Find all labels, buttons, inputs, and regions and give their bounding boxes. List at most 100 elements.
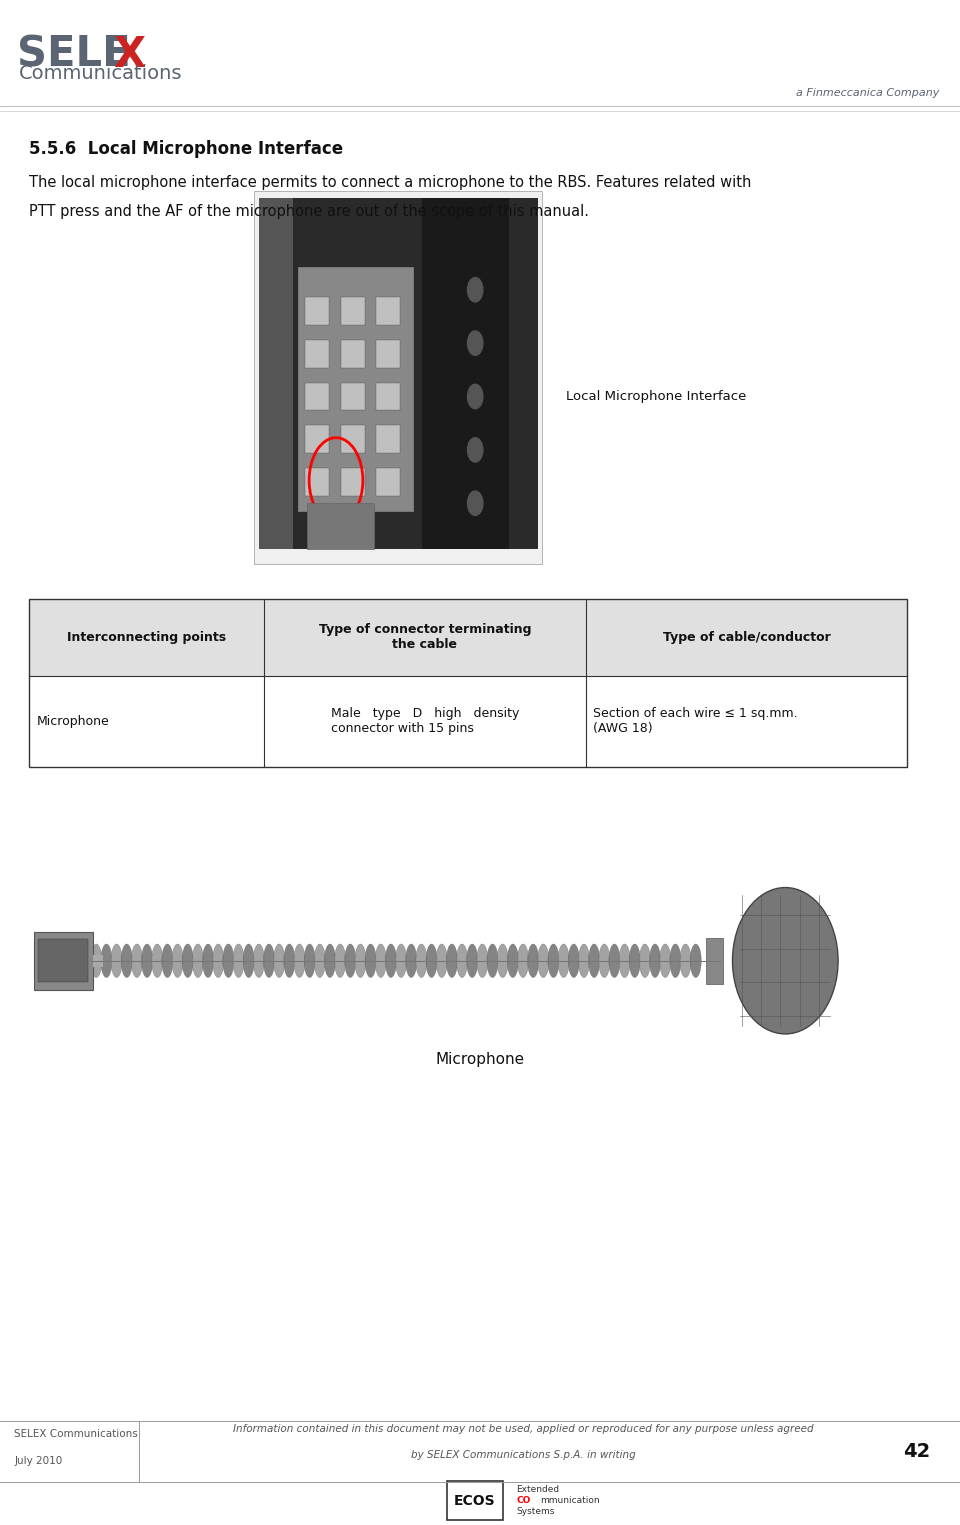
Ellipse shape bbox=[578, 944, 589, 978]
Text: SELEX Communications: SELEX Communications bbox=[14, 1429, 138, 1440]
FancyBboxPatch shape bbox=[341, 425, 365, 453]
Ellipse shape bbox=[121, 944, 132, 978]
Text: X: X bbox=[113, 34, 145, 76]
Ellipse shape bbox=[212, 944, 224, 978]
Ellipse shape bbox=[162, 944, 173, 978]
Ellipse shape bbox=[538, 944, 549, 978]
FancyBboxPatch shape bbox=[305, 383, 329, 410]
FancyBboxPatch shape bbox=[254, 191, 542, 564]
Text: Microphone: Microphone bbox=[36, 715, 109, 727]
Ellipse shape bbox=[650, 944, 660, 978]
Ellipse shape bbox=[609, 944, 620, 978]
FancyBboxPatch shape bbox=[376, 425, 400, 453]
Ellipse shape bbox=[680, 944, 691, 978]
Ellipse shape bbox=[456, 944, 468, 978]
Ellipse shape bbox=[660, 944, 671, 978]
Text: Local Microphone Interface: Local Microphone Interface bbox=[566, 389, 747, 403]
FancyBboxPatch shape bbox=[259, 198, 293, 549]
Ellipse shape bbox=[101, 944, 112, 978]
Ellipse shape bbox=[141, 944, 153, 978]
FancyBboxPatch shape bbox=[38, 939, 88, 982]
Ellipse shape bbox=[132, 944, 142, 978]
FancyBboxPatch shape bbox=[376, 297, 400, 325]
Ellipse shape bbox=[203, 944, 214, 978]
Ellipse shape bbox=[365, 944, 376, 978]
FancyBboxPatch shape bbox=[305, 297, 329, 325]
Ellipse shape bbox=[355, 944, 366, 978]
Ellipse shape bbox=[284, 944, 295, 978]
Ellipse shape bbox=[528, 944, 539, 978]
Text: by SELEX Communications S.p.A. in writing: by SELEX Communications S.p.A. in writin… bbox=[411, 1450, 636, 1461]
Text: 5.5.6  Local Microphone Interface: 5.5.6 Local Microphone Interface bbox=[29, 140, 343, 159]
Text: July 2010: July 2010 bbox=[14, 1456, 62, 1467]
Text: Type of connector terminating
the cable: Type of connector terminating the cable bbox=[319, 624, 531, 651]
Ellipse shape bbox=[629, 944, 640, 978]
FancyBboxPatch shape bbox=[376, 340, 400, 368]
Ellipse shape bbox=[294, 944, 305, 978]
Ellipse shape bbox=[385, 944, 396, 978]
Ellipse shape bbox=[243, 944, 254, 978]
Ellipse shape bbox=[487, 944, 498, 978]
Text: Section of each wire ≤ 1 sq.mm.
(AWG 18): Section of each wire ≤ 1 sq.mm. (AWG 18) bbox=[593, 708, 798, 735]
Ellipse shape bbox=[588, 944, 600, 978]
Text: a Finmeccanica Company: a Finmeccanica Company bbox=[796, 88, 939, 99]
Ellipse shape bbox=[670, 944, 681, 978]
FancyBboxPatch shape bbox=[29, 599, 907, 676]
Ellipse shape bbox=[406, 944, 417, 978]
Circle shape bbox=[468, 438, 483, 462]
Text: Type of cable/conductor: Type of cable/conductor bbox=[662, 631, 830, 644]
FancyBboxPatch shape bbox=[706, 938, 723, 984]
Ellipse shape bbox=[111, 944, 122, 978]
Ellipse shape bbox=[436, 944, 447, 978]
FancyBboxPatch shape bbox=[376, 468, 400, 496]
Text: Interconnecting points: Interconnecting points bbox=[67, 631, 226, 644]
Ellipse shape bbox=[334, 944, 346, 978]
Text: mmunication: mmunication bbox=[540, 1496, 600, 1505]
Ellipse shape bbox=[558, 944, 569, 978]
FancyBboxPatch shape bbox=[305, 425, 329, 453]
FancyBboxPatch shape bbox=[447, 1481, 503, 1520]
FancyBboxPatch shape bbox=[341, 340, 365, 368]
Text: The local microphone interface permits to connect a microphone to the RBS. Featu: The local microphone interface permits t… bbox=[29, 175, 751, 191]
FancyBboxPatch shape bbox=[376, 383, 400, 410]
Ellipse shape bbox=[396, 944, 407, 978]
Text: Communications: Communications bbox=[19, 64, 182, 82]
Ellipse shape bbox=[314, 944, 325, 978]
Ellipse shape bbox=[507, 944, 518, 978]
Text: Information contained in this document may not be used, applied or reproduced fo: Information contained in this document m… bbox=[233, 1424, 813, 1435]
Ellipse shape bbox=[233, 944, 244, 978]
Ellipse shape bbox=[497, 944, 508, 978]
Ellipse shape bbox=[568, 944, 580, 978]
Ellipse shape bbox=[223, 944, 234, 978]
Ellipse shape bbox=[263, 944, 275, 978]
Text: CO: CO bbox=[516, 1496, 531, 1505]
Text: 42: 42 bbox=[903, 1443, 930, 1461]
Text: Systems: Systems bbox=[516, 1507, 555, 1516]
Ellipse shape bbox=[517, 944, 529, 978]
FancyBboxPatch shape bbox=[341, 297, 365, 325]
Ellipse shape bbox=[619, 944, 630, 978]
Ellipse shape bbox=[467, 944, 478, 978]
Text: Microphone: Microphone bbox=[436, 1052, 524, 1068]
Text: Male   type   D   high   density
connector with 15 pins: Male type D high density connector with … bbox=[330, 708, 519, 735]
Ellipse shape bbox=[599, 944, 610, 978]
Ellipse shape bbox=[90, 944, 102, 978]
Text: PTT press and the AF of the microphone are out of the scope of this manual.: PTT press and the AF of the microphone a… bbox=[29, 204, 588, 220]
Circle shape bbox=[468, 331, 483, 355]
Text: SELE: SELE bbox=[17, 34, 131, 76]
Ellipse shape bbox=[182, 944, 193, 978]
Ellipse shape bbox=[324, 944, 336, 978]
Circle shape bbox=[468, 384, 483, 409]
FancyBboxPatch shape bbox=[34, 932, 93, 990]
FancyBboxPatch shape bbox=[305, 468, 329, 496]
Ellipse shape bbox=[416, 944, 427, 978]
Text: ECOS: ECOS bbox=[453, 1493, 495, 1508]
FancyBboxPatch shape bbox=[307, 503, 374, 549]
Ellipse shape bbox=[172, 944, 183, 978]
Ellipse shape bbox=[639, 944, 651, 978]
Ellipse shape bbox=[548, 944, 559, 978]
Ellipse shape bbox=[304, 944, 315, 978]
Ellipse shape bbox=[690, 944, 702, 978]
Ellipse shape bbox=[426, 944, 437, 978]
Ellipse shape bbox=[253, 944, 264, 978]
